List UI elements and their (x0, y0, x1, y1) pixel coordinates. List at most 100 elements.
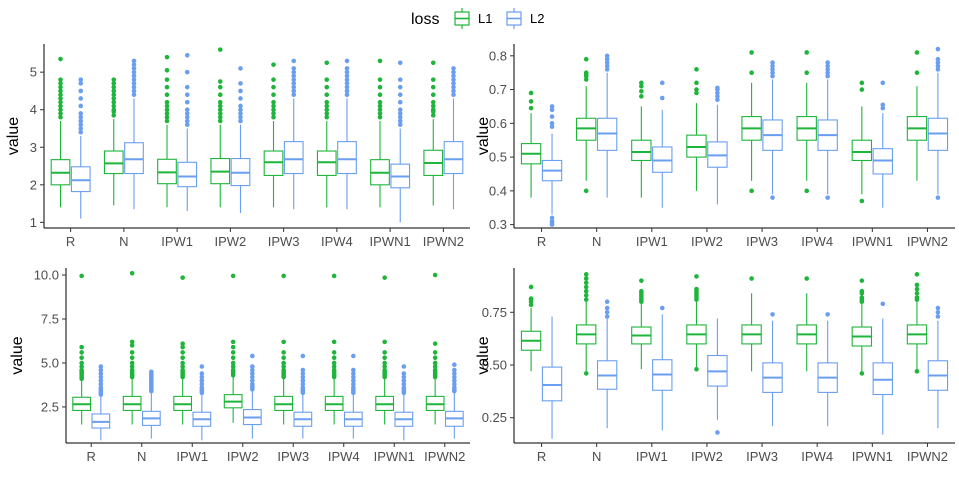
x-tick-label: IPW3 (277, 449, 309, 464)
outlier-point (397, 118, 403, 124)
outlier-point (271, 84, 276, 90)
outlier-point (79, 364, 84, 369)
outlier-point (604, 53, 610, 59)
outlier-point (825, 67, 830, 72)
outlier-point (131, 81, 137, 86)
x-tick-label: R (537, 234, 546, 249)
outlier-point (98, 371, 104, 376)
outlier-point (397, 77, 403, 82)
outlier-point (604, 63, 610, 69)
outlier-point (164, 54, 170, 60)
box-l2-r (541, 316, 563, 439)
outlier-point (78, 129, 84, 135)
y-axis-title: value (5, 117, 22, 155)
outlier-point (291, 58, 297, 64)
box-l2-ipw2 (230, 66, 251, 213)
outlier-point (715, 94, 720, 99)
box-l1-n (122, 270, 142, 425)
outlier-point (694, 80, 699, 86)
outlier-point (78, 118, 84, 124)
y-tick-label: 0.25 (482, 410, 507, 425)
outlier-point (331, 355, 337, 360)
outlier-point (583, 272, 589, 277)
outlier-point (344, 88, 350, 94)
box-l2-ipw4 (817, 60, 838, 200)
outlier-point (58, 88, 63, 94)
outlier-point (230, 350, 236, 355)
outlier-point (184, 111, 190, 116)
outlier-point (583, 188, 589, 194)
outlier-point (528, 105, 534, 111)
outlier-point (770, 60, 775, 65)
outlier-point (184, 107, 190, 113)
outlier-point (78, 88, 84, 94)
outlier-point (184, 69, 190, 75)
outlier-point (111, 99, 117, 105)
outlier-point (180, 350, 185, 355)
outlier-point (825, 60, 830, 65)
outlier-point (914, 50, 920, 55)
x-tick-label: IPW1 (636, 234, 668, 249)
outlier-point (583, 288, 589, 294)
box-l2-n (596, 299, 618, 429)
outlier-point (377, 111, 383, 116)
outlier-point (825, 63, 830, 69)
outlier-point (250, 371, 255, 376)
outlier-point (281, 364, 286, 369)
outlier-point (78, 111, 84, 116)
outlier-point (397, 60, 403, 66)
outlier-point (230, 344, 236, 350)
box-l1-ipw1 (631, 278, 652, 370)
y-tick-label: 2 (30, 177, 37, 192)
outlier-point (129, 350, 135, 355)
x-tick-label: IPWN2 (907, 449, 948, 464)
outlier-point (452, 371, 457, 376)
outlier-point (131, 58, 137, 64)
outlier-point (78, 81, 84, 86)
outlier-point (98, 364, 104, 369)
outlier-point (164, 77, 170, 82)
outlier-point (770, 73, 775, 79)
outlier-point (859, 278, 865, 283)
x-tick-label: IPW1 (176, 449, 208, 464)
outlier-point (432, 350, 438, 355)
outlier-point (79, 360, 84, 366)
box-l2-ipwn2 (927, 305, 949, 429)
outlier-point (129, 360, 135, 366)
box-l2-ipwn2 (443, 66, 464, 210)
outlier-point (230, 367, 236, 373)
legend: loss L1 L2 (411, 8, 544, 29)
outlier-point (880, 301, 886, 307)
outlier-point (324, 84, 330, 90)
outlier-point (401, 364, 407, 369)
outlier-point (377, 114, 383, 120)
box-l1-ipw3 (274, 273, 294, 425)
outlier-point (344, 73, 350, 79)
outlier-point (281, 367, 286, 373)
outlier-point (351, 381, 356, 387)
outlier-point (180, 344, 185, 350)
outlier-point (98, 367, 104, 373)
outlier-point (300, 371, 306, 376)
x-tick-label: IPW2 (227, 449, 259, 464)
outlier-point (935, 60, 941, 65)
legend-label-l2: L2 (530, 11, 544, 26)
outlier-point (324, 107, 330, 113)
outlier-point (111, 84, 117, 90)
outlier-point (331, 350, 337, 355)
box-l1-r (72, 273, 92, 425)
outlier-point (271, 77, 276, 82)
outlier-point (382, 360, 387, 366)
outlier-point (331, 339, 337, 345)
outlier-point (238, 114, 243, 120)
y-tick-label: 0.75 (482, 305, 507, 320)
outlier-point (58, 77, 63, 82)
outlier-point (401, 378, 407, 383)
panel-bottom-left: 2.5 5.0 7.5 10.0 R N IPW1 IPW2 IPW3 IPW4 IPWN1 IPWN… (9, 268, 470, 464)
y-tick-label: 0.8 (489, 48, 507, 63)
outlier-point (549, 104, 555, 109)
outlier-point (715, 90, 720, 96)
box-l1-ipw4 (796, 50, 817, 194)
outlier-point (180, 364, 185, 369)
